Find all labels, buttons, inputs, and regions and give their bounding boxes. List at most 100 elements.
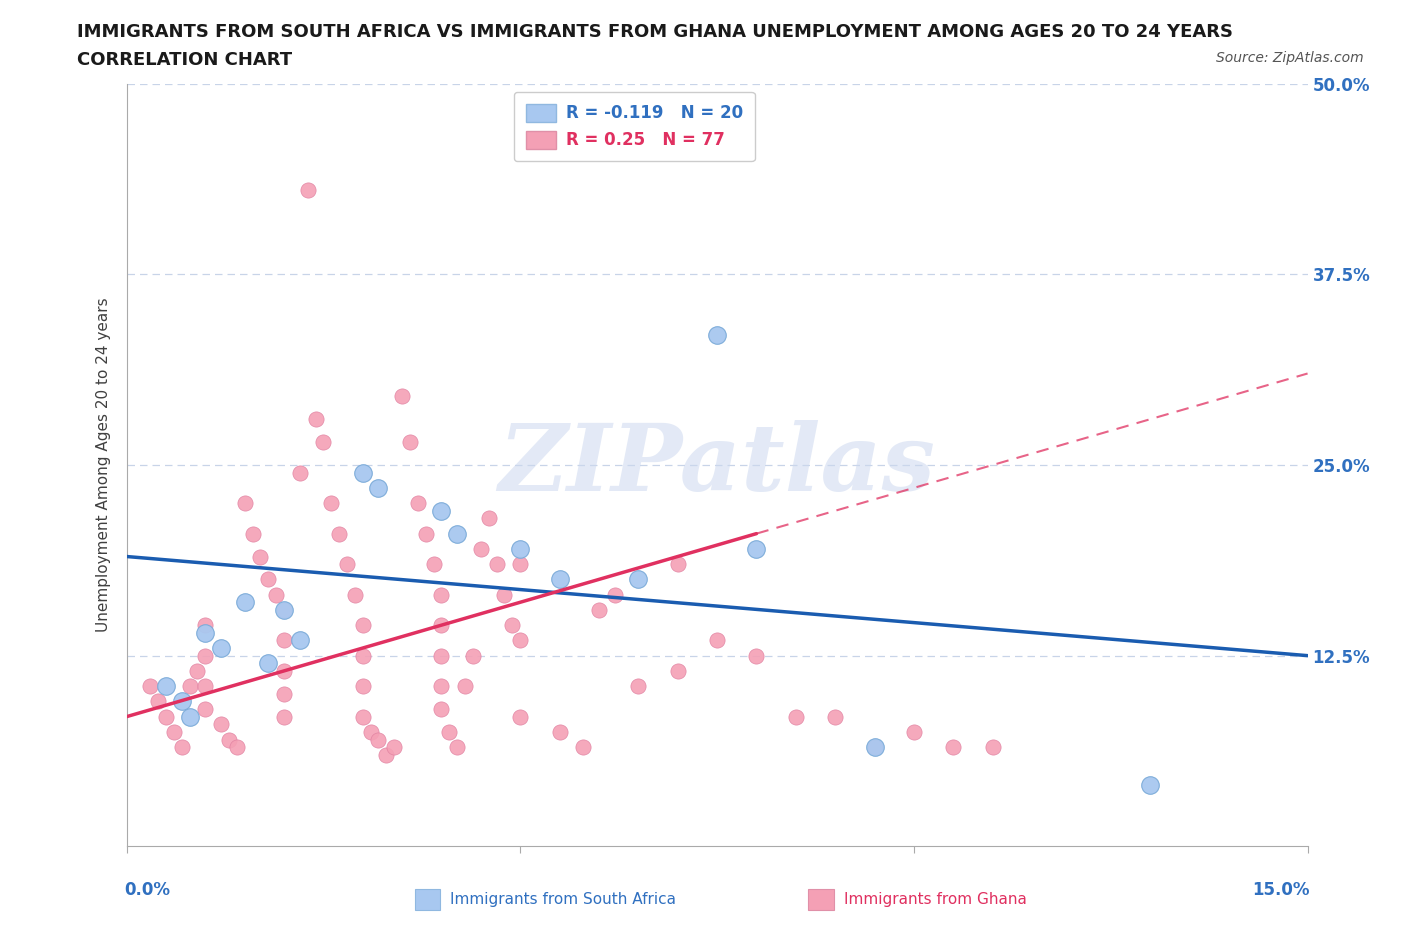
Point [863,739,886,754]
Point [509,557,531,572]
Point [194,625,217,640]
Legend: R = -0.119   N = 20, R = 0.25   N = 77: R = -0.119 N = 20, R = 0.25 N = 77 [515,92,755,161]
Point [273,603,295,618]
Point [627,679,650,694]
Point [422,557,444,572]
Point [194,701,217,716]
Point [706,633,728,648]
Point [257,656,280,671]
Point [343,587,366,602]
Point [328,526,350,541]
Point [367,481,389,496]
Text: 0.0%: 0.0% [124,881,170,898]
Point [336,557,359,572]
Point [233,496,256,511]
Point [288,465,311,480]
Point [225,739,247,754]
Point [321,496,343,511]
Point [146,694,169,709]
Point [139,679,162,694]
Point [603,587,626,602]
Point [572,739,595,754]
Point [242,526,264,541]
Point [297,183,319,198]
Text: IMMIGRANTS FROM SOUTH AFRICA VS IMMIGRANTS FROM GHANA UNEMPLOYMENT AMONG AGES 20: IMMIGRANTS FROM SOUTH AFRICA VS IMMIGRAN… [77,23,1233,41]
Point [352,710,374,724]
Point [745,541,768,556]
Point [415,526,437,541]
Point [179,710,201,724]
Point [430,618,453,632]
Point [454,679,477,694]
Point [170,694,193,709]
Point [478,511,501,525]
Point [430,648,453,663]
Point [273,686,295,701]
Point [273,633,295,648]
Point [352,618,374,632]
Point [288,633,311,648]
Point [981,739,1004,754]
Point [352,465,374,480]
Point [194,618,217,632]
Point [163,724,186,739]
Point [218,732,240,747]
Point [382,739,405,754]
Point [304,412,326,427]
Point [264,587,287,602]
Text: ZIPatlas: ZIPatlas [499,420,935,510]
Point [706,328,728,343]
Point [430,503,453,518]
Point [155,710,177,724]
Point [509,633,531,648]
Point [209,717,232,732]
Point [824,710,846,724]
Point [352,679,374,694]
Point [233,595,256,610]
Point [627,572,650,587]
Point [273,710,295,724]
Point [548,724,571,739]
Text: Immigrants from South Africa: Immigrants from South Africa [450,892,676,907]
Point [352,648,374,663]
Point [942,739,965,754]
Point [903,724,925,739]
Point [194,679,217,694]
Point [399,434,422,449]
Point [249,549,271,564]
Point [588,603,610,618]
Point [170,739,193,754]
Point [470,541,492,556]
Point [509,541,531,556]
Point [375,748,398,763]
Point [179,679,201,694]
Point [194,648,217,663]
Point [548,572,571,587]
Point [360,724,382,739]
Point [785,710,807,724]
Text: CORRELATION CHART: CORRELATION CHART [77,51,292,69]
Point [430,701,453,716]
Text: Immigrants from Ghana: Immigrants from Ghana [844,892,1026,907]
Point [273,603,295,618]
Text: 15.0%: 15.0% [1253,881,1310,898]
Point [501,618,523,632]
Point [430,587,453,602]
Point [1139,777,1161,792]
Point [461,648,484,663]
Point [666,663,689,678]
Point [257,572,280,587]
Point [485,557,508,572]
Point [155,679,177,694]
Point [446,526,468,541]
Point [186,663,208,678]
Point [509,710,531,724]
Point [666,557,689,572]
Point [312,434,335,449]
Point [439,724,461,739]
Text: Source: ZipAtlas.com: Source: ZipAtlas.com [1216,51,1364,65]
Point [430,679,453,694]
Point [406,496,429,511]
Point [273,663,295,678]
Point [209,641,232,656]
